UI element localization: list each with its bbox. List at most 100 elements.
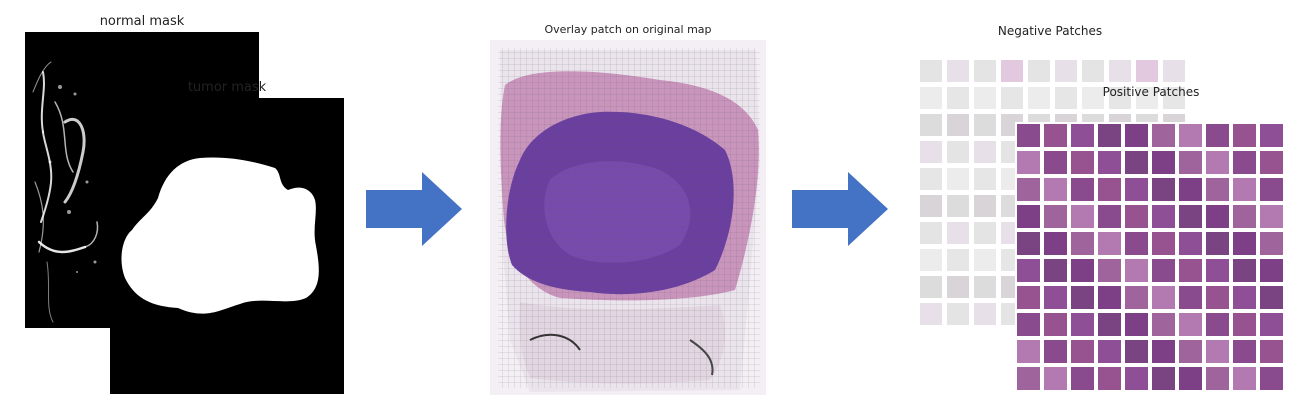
positive-patch <box>1179 313 1202 336</box>
positive-patch <box>1044 151 1067 174</box>
positive-patch <box>1125 367 1148 390</box>
positive-patch <box>1125 178 1148 201</box>
negative-patch <box>920 114 942 136</box>
negative-patch <box>1082 87 1104 109</box>
positive-patch <box>1179 259 1202 282</box>
positive-patch <box>1260 367 1283 390</box>
positive-patch <box>1125 313 1148 336</box>
positive-patch <box>1044 340 1067 363</box>
positive-patch <box>1152 313 1175 336</box>
positive-patch <box>1233 178 1256 201</box>
positive-patch <box>1206 178 1229 201</box>
negative-patch <box>1136 87 1158 109</box>
negative-patch <box>974 87 996 109</box>
positive-patch <box>1179 124 1202 147</box>
overlay-title: Overlay patch on original map <box>544 23 712 36</box>
negative-patch <box>947 87 969 109</box>
positive-patch <box>1071 340 1094 363</box>
positive-patch <box>1125 124 1148 147</box>
negative-patch <box>1163 87 1185 109</box>
positive-patch <box>1098 286 1121 309</box>
positive-patch <box>1098 367 1121 390</box>
negative-patch <box>1109 60 1131 82</box>
positive-patch <box>1179 178 1202 201</box>
positive-patch <box>1206 151 1229 174</box>
negative-patch <box>920 195 942 217</box>
positive-patch <box>1071 259 1094 282</box>
positive-patch <box>1152 367 1175 390</box>
positive-patch <box>1179 340 1202 363</box>
positive-patch <box>1233 205 1256 228</box>
positive-patch <box>1260 151 1283 174</box>
positive-patch <box>1017 205 1040 228</box>
positive-patch <box>1179 286 1202 309</box>
positive-patch <box>1071 313 1094 336</box>
positive-patch <box>1233 232 1256 255</box>
positive-patch <box>1152 151 1175 174</box>
negative-patch <box>1001 60 1023 82</box>
negative-patch <box>920 60 942 82</box>
positive-patch <box>1125 340 1148 363</box>
positive-patches-title: Positive Patches <box>1102 85 1200 99</box>
negative-patch <box>1001 87 1023 109</box>
negative-patch <box>920 87 942 109</box>
positive-patch <box>1071 286 1094 309</box>
positive-patch <box>1071 124 1094 147</box>
positive-patch <box>1017 259 1040 282</box>
positive-patch <box>1017 151 1040 174</box>
positive-patch <box>1206 367 1229 390</box>
positive-patch <box>1152 340 1175 363</box>
positive-patch <box>1044 367 1067 390</box>
negative-patch <box>947 168 969 190</box>
positive-patch <box>1098 259 1121 282</box>
positive-patch <box>1233 259 1256 282</box>
negative-patch <box>974 303 996 325</box>
positive-patch <box>1233 340 1256 363</box>
positive-patch <box>1206 259 1229 282</box>
negative-patch <box>974 168 996 190</box>
positive-patch <box>1098 124 1121 147</box>
negative-patch <box>920 222 942 244</box>
negative-patch <box>920 141 942 163</box>
positive-patch <box>1233 313 1256 336</box>
positive-patch <box>1044 232 1067 255</box>
positive-patch <box>1017 124 1040 147</box>
positive-patch <box>1071 367 1094 390</box>
negative-patch <box>974 114 996 136</box>
positive-patch <box>1017 286 1040 309</box>
positive-patch <box>1098 232 1121 255</box>
positive-patch <box>1098 313 1121 336</box>
negative-patch <box>1028 60 1050 82</box>
positive-patch <box>1017 313 1040 336</box>
positive-patch <box>1125 151 1148 174</box>
negative-patch <box>947 222 969 244</box>
negative-patch <box>920 276 942 298</box>
negative-patch <box>1055 60 1077 82</box>
positive-patch <box>1260 178 1283 201</box>
positive-patch <box>1098 178 1121 201</box>
positive-patch <box>1125 205 1148 228</box>
tumor-mask-image <box>110 98 344 394</box>
positive-patch <box>1152 286 1175 309</box>
positive-patch <box>1071 232 1094 255</box>
positive-patch <box>1260 286 1283 309</box>
negative-patch <box>974 276 996 298</box>
positive-patch <box>1206 124 1229 147</box>
positive-patch <box>1044 313 1067 336</box>
positive-patch <box>1098 205 1121 228</box>
positive-patch <box>1071 151 1094 174</box>
positive-patch <box>1206 205 1229 228</box>
negative-patch <box>1028 87 1050 109</box>
negative-patch <box>947 249 969 271</box>
negative-patch <box>1055 87 1077 109</box>
positive-patch <box>1071 178 1094 201</box>
negative-patch <box>1136 60 1158 82</box>
positive-patch <box>1179 367 1202 390</box>
positive-patch <box>1179 232 1202 255</box>
negative-patch <box>1109 87 1131 109</box>
positive-patch <box>1098 151 1121 174</box>
positive-patch <box>1260 232 1283 255</box>
positive-patch <box>1260 205 1283 228</box>
negative-patch <box>947 60 969 82</box>
positive-patch <box>1125 232 1148 255</box>
